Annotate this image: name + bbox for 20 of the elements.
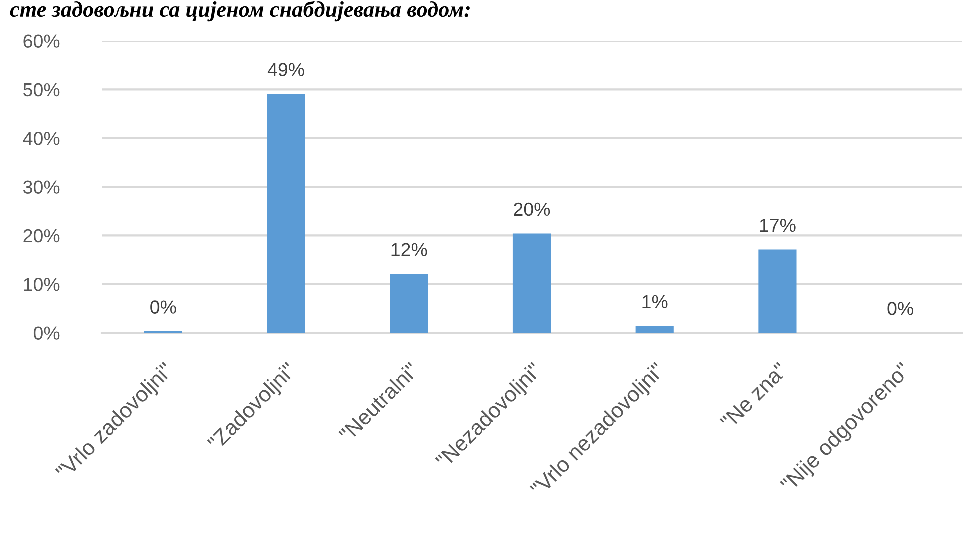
data-label: 12% (392, 243, 428, 256)
y-tick-label: 50% (24, 83, 60, 97)
y-tick-label: 30% (24, 180, 60, 194)
y-tick-label: 10% (24, 278, 60, 292)
bar (390, 274, 428, 333)
y-tick-label: 40% (23, 132, 60, 146)
bar (267, 94, 306, 333)
data-label: 1% (642, 295, 668, 309)
data-label: 17% (760, 218, 796, 232)
bar (758, 250, 797, 333)
data-label: 49% (268, 63, 304, 76)
bar (636, 326, 674, 333)
data-label: 0% (888, 302, 914, 316)
chart-title: сте задовољни са цијеном снабдијевања водом: (10, 1, 470, 22)
y-tick-label: 60% (24, 34, 60, 48)
data-label: 20% (514, 202, 550, 216)
y-tick-label: 20% (24, 229, 60, 243)
bar (512, 234, 552, 333)
y-tick-label: 0% (34, 326, 60, 340)
data-label: 0% (150, 300, 176, 314)
